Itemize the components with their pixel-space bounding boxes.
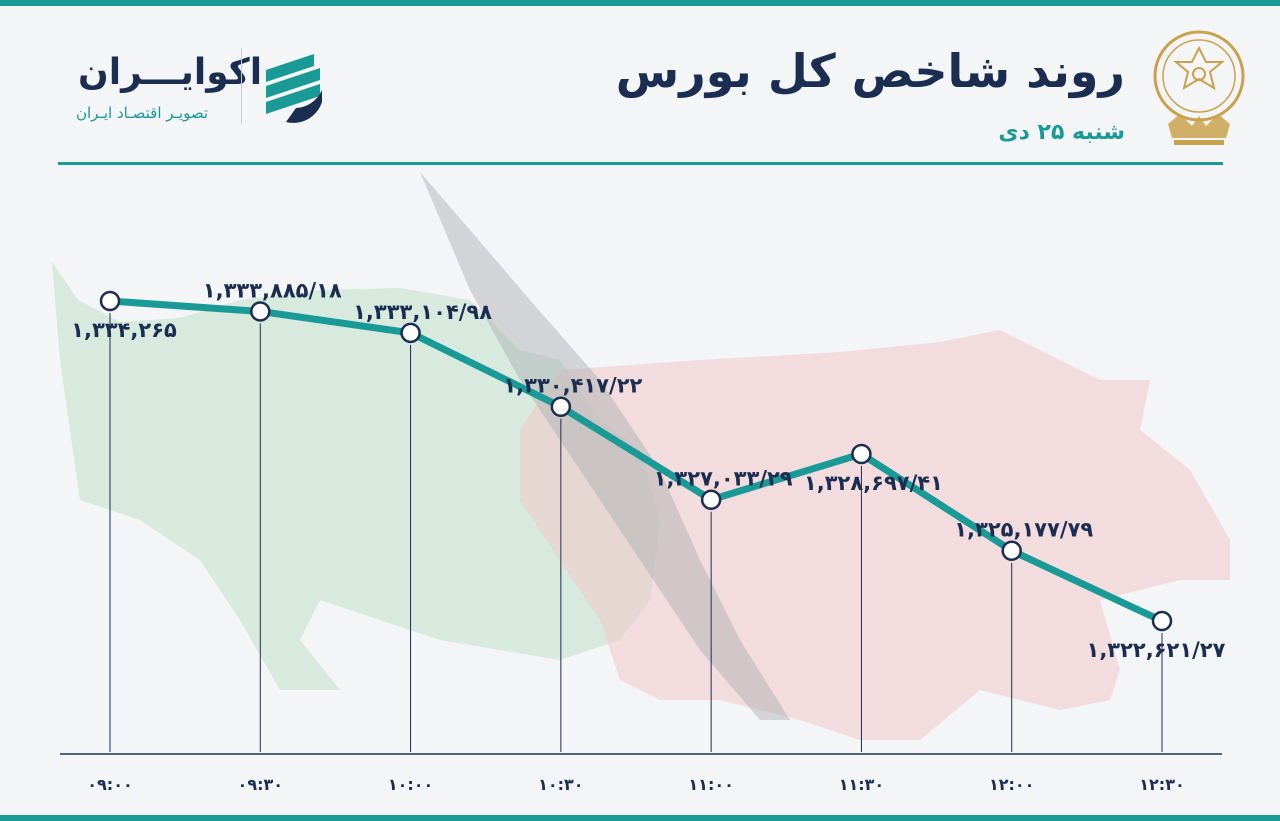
- bottom-frame-bar: [0, 815, 1280, 821]
- data-point: [700, 489, 722, 510]
- x-tick-label: ۱۲:۰۰: [989, 775, 1034, 794]
- x-tick-label: ۱۱:۳۰: [839, 775, 884, 794]
- data-label: ۱,۳۳۰,۴۱۷/۲۲: [503, 374, 642, 398]
- x-tick-label: ۱۰:۳۰: [538, 775, 583, 794]
- brand-tagline: تصویـر اقتصـاد ایـران: [76, 104, 209, 122]
- ecoiran-logo-icon: [266, 54, 322, 123]
- data-label: ۱,۳۳۳,۱۰۴/۹۸: [353, 300, 492, 324]
- top-frame-bar: [0, 0, 1280, 6]
- header-divider: [58, 162, 1223, 165]
- x-tick-label: ۱۱:۰۰: [688, 775, 733, 794]
- data-point: [550, 396, 572, 417]
- data-point: [250, 301, 271, 322]
- page-subtitle: شنبه ۲۵ دی: [998, 120, 1125, 145]
- data-point: [1001, 540, 1022, 561]
- x-tick-label: ۰۹:۰۰: [87, 775, 132, 794]
- arrow-silhouette: [420, 172, 790, 720]
- brand-name: اکوایـــران: [78, 52, 263, 93]
- data-label: ۱,۳۲۵,۱۷۷/۷۹: [954, 518, 1093, 542]
- data-label: ۱,۳۲۲,۶۲۱/۲۷: [1087, 638, 1226, 662]
- data-point: [851, 443, 872, 465]
- data-point: [1151, 610, 1173, 632]
- x-tick-label: ۱۰:۰۰: [388, 775, 433, 794]
- bull-silhouette: [52, 262, 660, 690]
- data-label: ۱,۳۳۳,۸۸۵/۱۸: [203, 278, 342, 302]
- data-point: [99, 290, 121, 312]
- brand-divider: [241, 48, 242, 124]
- page-title: روند شاخص کل بورس: [615, 44, 1126, 98]
- x-tick-label: ۱۲:۳۰: [1139, 775, 1184, 794]
- series-line: [106, 297, 1166, 625]
- data-point: [400, 322, 421, 344]
- data-label: ۱,۳۳۴,۲۶۵: [71, 318, 177, 342]
- data-label: ۱,۳۲۸,۶۹۷/۴۱: [804, 471, 943, 495]
- bear-silhouette: [520, 330, 1230, 740]
- x-tick-label: ۰۹:۳۰: [238, 775, 283, 794]
- data-label: ۱,۳۲۷,۰۳۳/۲۹: [654, 467, 793, 491]
- tehran-stock-exchange-emblem-icon: [1153, 30, 1245, 145]
